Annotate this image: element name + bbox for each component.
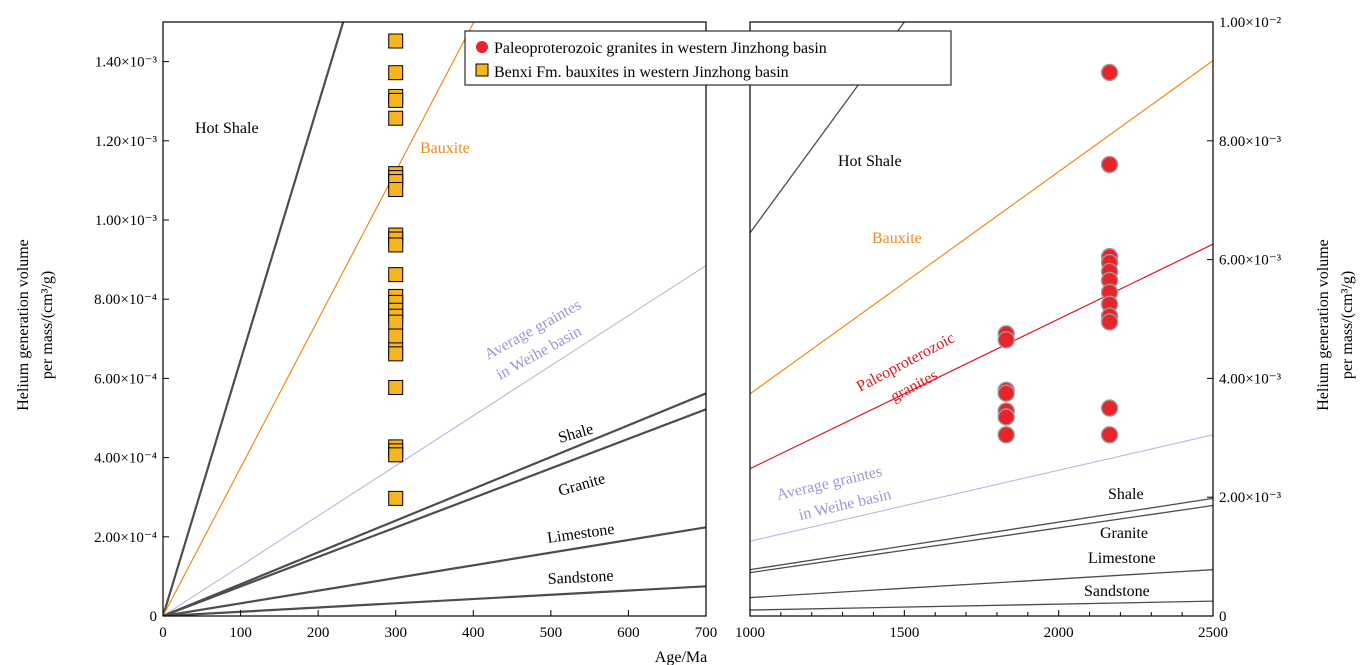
left-x-tick-label: 400 [462,625,485,641]
right-label-shale: Shale [1108,486,1144,503]
left-label-sandstone: Sandstone [547,568,614,588]
legend-box [464,30,952,86]
bauxite-sample-marker [388,110,404,126]
granite-sample-marker [997,384,1015,402]
left-label-shale: Shale [556,421,595,447]
right-y-tick-label: 2.00×10⁻³ [1219,490,1282,506]
right-y-tick-label: 6.00×10⁻³ [1219,253,1282,269]
right-y-tick-label: 4.00×10⁻³ [1219,371,1282,387]
right-line-granite [750,504,1213,574]
right-y-title-line1: Helium generation volume [1315,239,1332,411]
bauxite-sample-marker [388,447,404,463]
left-x-tick-label: 500 [540,625,563,641]
right-line-average-graintes-in-weihe-basin [750,434,1213,542]
right-x-tick-label: 1000 [735,625,765,641]
granite-sample-marker [1100,63,1119,82]
left-x-tick-label: 600 [617,625,640,641]
right-y-tick-label: 1.00×10⁻² [1219,15,1282,31]
left-line-sandstone [163,585,706,616]
legend-circle-marker [476,41,488,53]
left-y-tick-label: 2.00×10⁻⁴ [94,530,157,546]
left-y-tick-label: 6.00×10⁻⁴ [94,371,157,387]
right-series-lines [750,22,1213,611]
left-y-title-line1: Helium generation volume [15,239,32,411]
right-label-bauxite: Bauxite [872,230,922,247]
left-y-title-line2: per mass/(cm³/g) [39,271,56,379]
granite-sample-marker [1100,313,1119,331]
right-label-hot-shale: Hot Shale [838,153,902,170]
bauxite-sample-marker [388,182,404,198]
bauxite-sample-marker [388,346,404,362]
left-y-axis-title: Helium generation volume per mass/(cm³/g… [15,239,56,411]
left-y-tick-label: 1.40×10⁻³ [95,55,158,71]
x-axis-title: Age/Ma [655,649,707,665]
right-y-axis-title: Helium generation volume per mass/(cm³/g… [1315,239,1356,411]
left-label-hot-shale: Hot Shale [195,120,259,137]
right-markers [997,63,1119,444]
left-line-granite [163,408,706,616]
left-x-tick-label: 300 [384,625,407,641]
granite-sample-marker [1100,426,1119,444]
right-line-bauxite [750,60,1213,395]
left-label-granite: Granite [556,470,607,500]
bauxite-sample-marker [388,328,404,344]
right-y-title-line2: per mass/(cm³/g) [1339,271,1356,379]
left-y-tick-label: 1.20×10⁻³ [95,134,158,150]
left-y-tick-label: 4.00×10⁻⁴ [94,451,157,467]
bauxite-sample-marker [388,314,404,330]
bauxite-sample-marker [388,65,404,81]
right-line-paleoproterozoic-granites [750,243,1213,470]
legend-label-granites: Paleoproterozoic granites in western Jin… [494,40,827,57]
right-x-tick-label: 1500 [889,625,919,641]
left-y-tick-label: 8.00×10⁻⁴ [94,292,157,308]
bauxite-sample-marker [388,267,404,283]
left-line-hot-shale [163,22,345,616]
left-y-tick-label: 1.00×10⁻³ [95,213,158,229]
right-label-limestone: Limestone [1088,550,1156,567]
granite-sample-marker [997,408,1015,426]
left-line-bauxite [163,22,475,616]
left-line-shale [163,392,706,616]
right-y-tick-label: 8.00×10⁻³ [1219,134,1282,150]
left-line-average-graintes-in-weihe-basin [163,265,706,616]
right-line-limestone [750,569,1213,599]
left-markers [388,33,404,506]
left-line-limestone [163,526,706,616]
left-plot-frame [162,21,707,617]
left-x-tick-label: 100 [229,625,252,641]
bauxite-sample-marker [388,490,404,506]
granite-sample-marker [1100,155,1119,174]
granite-sample-marker [1100,399,1119,417]
bauxite-sample-marker [388,92,404,108]
right-y-tick-label: 0 [1219,609,1227,625]
granite-sample-marker [997,331,1015,349]
legend: Paleoproterozoic granites in western Jin… [464,30,952,86]
right-x-tick-label: 2500 [1198,625,1228,641]
right-line-shale [750,497,1213,571]
right-x-tick-label: 2000 [1044,625,1074,641]
left-y-tick-label: 0 [150,609,158,625]
left-series-lines [163,22,706,616]
right-label-granite: Granite [1100,525,1148,542]
left-x-tick-label: 0 [159,625,167,641]
right-label-sandstone: Sandstone [1084,583,1150,600]
bauxite-sample-marker [388,237,404,253]
left-x-tick-label: 700 [695,625,718,641]
bauxite-sample-marker [388,33,404,49]
left-x-tick-label: 200 [307,625,330,641]
granite-sample-marker [997,426,1015,444]
legend-label-bauxites: Benxi Fm. bauxites in western Jinzhong b… [494,64,789,81]
left-label-bauxite: Bauxite [420,140,470,157]
right-line-sandstone [750,600,1213,611]
bauxite-sample-marker [388,380,404,396]
right-plot-frame [749,21,1214,617]
left-axes: 0 100 200 300 400 500 600 700 0 2.00×10⁻⁴ 4.00×10⁻… [94,55,717,641]
left-panel: 0 100 200 300 400 500 600 700 0 2.00×10⁻⁴ 4.00×10⁻… [94,21,717,641]
legend-square-marker [475,63,489,77]
